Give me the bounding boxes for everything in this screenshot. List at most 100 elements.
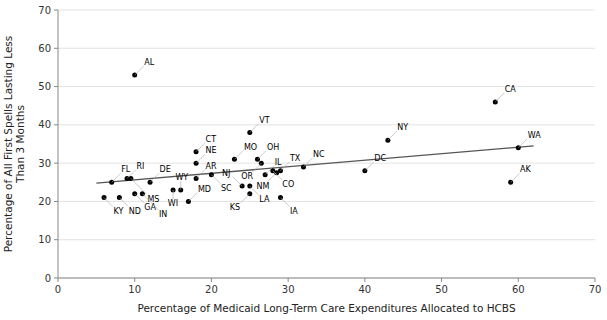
- point-label: WY: [175, 173, 188, 182]
- marks: [96, 73, 533, 204]
- tick: [518, 278, 519, 282]
- leader-line: [173, 190, 174, 199]
- leader-line: [280, 162, 289, 171]
- tick-label: 50: [435, 284, 448, 295]
- tick-label: 60: [38, 43, 51, 54]
- tick-label: 70: [38, 5, 51, 16]
- grid-line: [58, 10, 595, 11]
- tick-label: 30: [38, 158, 51, 169]
- point-label: VT: [259, 116, 269, 125]
- point-label: IN: [159, 210, 167, 219]
- leader-line: [234, 150, 243, 159]
- point-label: TX: [289, 154, 301, 163]
- tick: [54, 278, 58, 279]
- leader-line: [119, 198, 128, 207]
- leader-line: [196, 154, 205, 163]
- leader-line: [150, 173, 159, 182]
- point-label: NY: [397, 123, 408, 132]
- x-axis-line: [58, 278, 595, 279]
- point-label: DE: [160, 165, 171, 174]
- point-label: MD: [198, 185, 211, 194]
- leader-line: [135, 194, 144, 203]
- leader-line: [127, 169, 136, 178]
- leader-line: [388, 131, 397, 140]
- point-label: DC: [374, 154, 386, 163]
- leader-line: [257, 150, 266, 159]
- leader-line: [365, 162, 374, 171]
- axes: 010203040506070010203040506070: [38, 5, 601, 296]
- leader-line: [241, 194, 250, 203]
- point-label: SC: [221, 184, 232, 193]
- tick: [211, 278, 212, 282]
- y-axis-label-line: Than 3 Months: [14, 105, 26, 184]
- point-label: OR: [241, 172, 253, 181]
- grid-line: [58, 124, 595, 125]
- leader-line: [180, 181, 181, 190]
- leader-line: [303, 158, 312, 167]
- tick: [134, 278, 135, 282]
- point-label: FL: [121, 165, 131, 174]
- point-label: AL: [144, 58, 154, 67]
- tick: [54, 239, 58, 240]
- leader-line: [135, 66, 144, 75]
- tick-label: 20: [38, 196, 51, 207]
- point-label: MO: [244, 143, 257, 152]
- grid-line: [58, 48, 595, 49]
- point-labels: ALCAWAAKNYDCNCVTMOOHORCTNESCARILCONMTXFL…: [104, 58, 541, 219]
- tick: [54, 86, 58, 87]
- grid-line: [58, 201, 595, 202]
- leader-line: [142, 194, 158, 210]
- leader-line: [131, 178, 147, 194]
- point-label: LA: [259, 195, 270, 204]
- leader-line: [252, 163, 261, 172]
- tick: [54, 163, 58, 164]
- leader-line: [233, 177, 242, 186]
- y-axis-line: [58, 10, 59, 278]
- grid-line: [58, 239, 595, 240]
- point-label: CT: [206, 135, 217, 144]
- tick: [595, 278, 596, 282]
- chart: 010203040506070010203040506070Percentage…: [0, 0, 607, 320]
- tick: [58, 278, 59, 282]
- tick: [364, 278, 365, 282]
- tick-label: 20: [205, 284, 218, 295]
- point-label: CO: [282, 180, 294, 189]
- x-axis-label: Percentage of Medicaid Long-Term Care Ex…: [137, 302, 515, 314]
- point-label: KS: [230, 203, 240, 212]
- point-label: AR: [206, 162, 217, 171]
- point-label: NC: [313, 150, 325, 159]
- tick-label: 70: [589, 284, 602, 295]
- point-label: IL: [275, 158, 282, 167]
- leader-line: [495, 93, 504, 102]
- point-label: ND: [129, 207, 141, 216]
- leader-line: [518, 139, 527, 148]
- trend-line: [96, 146, 533, 183]
- leader-line: [268, 173, 277, 182]
- tick: [54, 10, 58, 11]
- tick: [54, 48, 58, 49]
- point-label: IA: [290, 207, 298, 216]
- tick-label: 40: [38, 119, 51, 130]
- tick-label: 0: [55, 284, 61, 295]
- point-label: WI: [168, 199, 178, 208]
- leader-line: [104, 198, 113, 207]
- point-label: OH: [267, 143, 279, 152]
- tick-label: 0: [45, 273, 51, 284]
- tick-label: 30: [282, 284, 295, 295]
- tick: [54, 124, 58, 125]
- leader-line: [112, 173, 121, 182]
- point-label: KY: [114, 207, 124, 216]
- leader-line: [196, 143, 205, 152]
- tick: [441, 278, 442, 282]
- tick-label: 40: [358, 284, 371, 295]
- point-label: WA: [528, 131, 541, 140]
- point-label: NJ: [222, 169, 230, 178]
- point-label: RI: [137, 162, 145, 171]
- point-label: AK: [520, 165, 531, 174]
- point-label: NM: [257, 182, 270, 191]
- leader-line: [265, 166, 274, 175]
- leader-line: [280, 198, 289, 207]
- point-label: NE: [206, 146, 217, 155]
- tick: [54, 201, 58, 202]
- tick-label: 50: [38, 81, 51, 92]
